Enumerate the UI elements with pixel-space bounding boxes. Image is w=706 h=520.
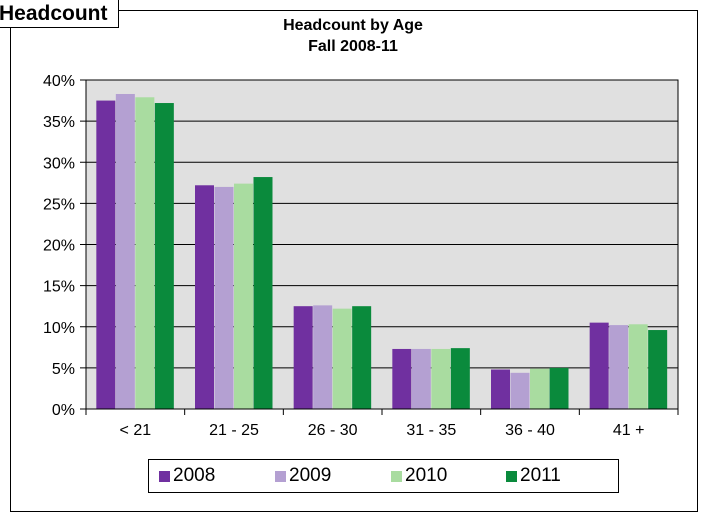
legend-label: 2011 (520, 465, 561, 486)
chart-title-block: Headcount by Age Fall 2008-11 (0, 15, 706, 57)
bar-2011-1 (253, 177, 273, 409)
legend-swatch (506, 470, 517, 482)
legend-swatch (159, 470, 170, 482)
bar-2009-2 (313, 305, 333, 409)
bar-2011-3 (450, 348, 470, 409)
legend-swatch (275, 470, 286, 482)
y-tick-label: 30% (43, 155, 75, 172)
y-tick-label: 40% (43, 73, 75, 90)
bar-2008-0 (96, 100, 116, 409)
bar-2011-0 (154, 103, 174, 409)
legend-label: 2009 (289, 465, 332, 486)
chart-subtitle: Fall 2008-11 (308, 38, 398, 55)
y-tick-label: 20% (43, 238, 75, 255)
bar-2009-1 (214, 186, 234, 409)
bar-2011-5 (648, 330, 668, 409)
bar-2008-2 (293, 306, 313, 409)
x-tick-label: < 21 (120, 422, 152, 439)
chart-tab-label: Headcount (0, 0, 119, 28)
bar-2010-1 (234, 183, 253, 409)
bar-2011-4 (549, 367, 569, 409)
chart-legend: 2008 2009 2010 2011 (148, 459, 619, 493)
bar-2010-5 (628, 324, 648, 409)
bar-2010-3 (431, 348, 451, 409)
x-tick-label: 31 - 35 (406, 422, 456, 439)
legend-item-2010: 2010 (391, 460, 447, 492)
legend-item-2011: 2011 (506, 460, 561, 492)
y-tick-label: 5% (52, 361, 75, 378)
y-tick-label: 15% (43, 279, 75, 296)
bar-2008-4 (491, 369, 510, 409)
bar-2008-3 (392, 348, 412, 409)
x-tick-label: 26 - 30 (308, 422, 358, 439)
x-tick-label: 36 - 40 (505, 422, 555, 439)
y-tick-label: 25% (43, 196, 75, 213)
legend-label: 2010 (405, 465, 448, 486)
legend-label: 2008 (173, 465, 216, 486)
bar-2009-4 (510, 372, 530, 409)
bar-2008-1 (195, 185, 214, 409)
y-tick-label: 0% (52, 402, 75, 419)
bar-2011-2 (352, 306, 372, 409)
bar-2010-2 (332, 308, 352, 409)
legend-swatch (391, 470, 402, 482)
bar-2009-5 (609, 325, 629, 409)
legend-item-2009: 2009 (275, 460, 331, 492)
bar-2010-0 (135, 97, 155, 410)
x-tick-label: 41 + (613, 422, 645, 439)
y-tick-label: 35% (43, 114, 75, 131)
bar-2009-0 (115, 93, 135, 410)
chart-title: Headcount by Age (283, 17, 423, 34)
bar-2010-4 (530, 368, 549, 409)
bar-2008-5 (589, 322, 609, 409)
x-tick-label: 21 - 25 (209, 422, 259, 439)
bar-2009-3 (411, 348, 431, 409)
y-tick-label: 10% (43, 320, 75, 337)
legend-item-2008: 2008 (159, 460, 215, 492)
